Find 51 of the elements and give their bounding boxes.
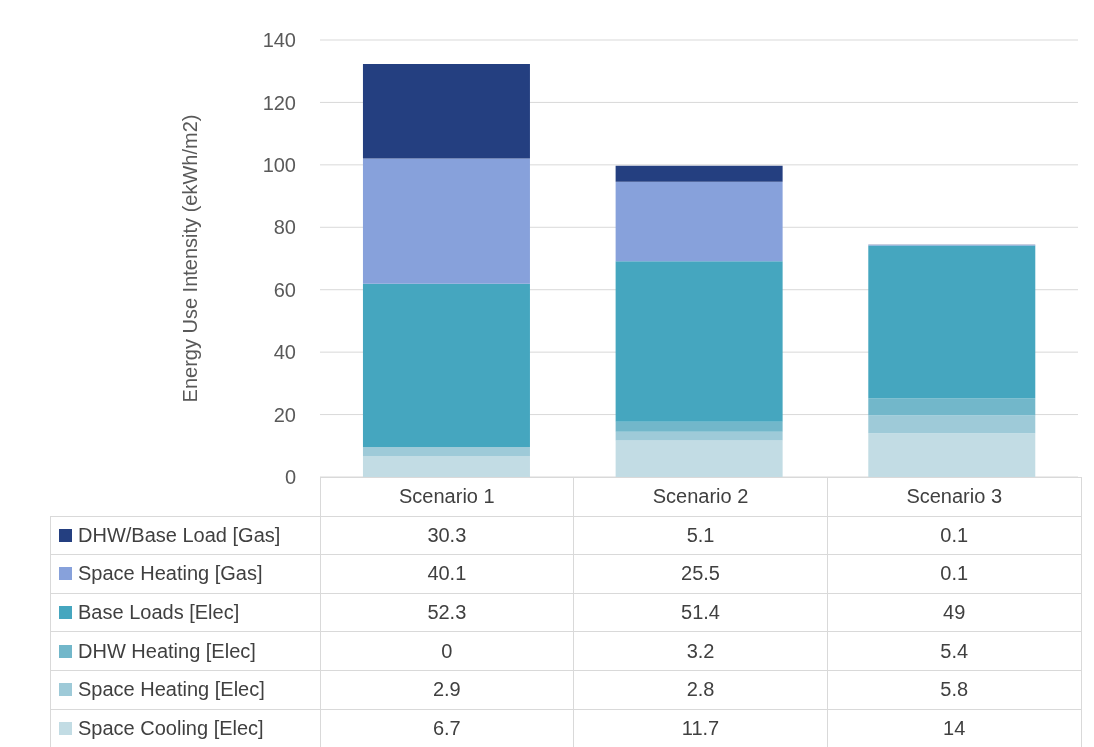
bar	[615, 181, 783, 262]
legend-label: Base Loads [Elec]	[50, 593, 320, 632]
bar	[615, 440, 783, 477]
data-label: 6.7	[320, 709, 574, 747]
y-tick-label: 0	[284, 466, 296, 489]
data-label: 40.1	[320, 554, 574, 594]
data-label: 3.2	[573, 631, 828, 671]
data-label: 5.8	[827, 670, 1082, 710]
bar	[868, 245, 1036, 399]
bar	[615, 431, 783, 441]
data-label: 0.1	[827, 516, 1082, 555]
data-label: 49	[827, 593, 1082, 632]
data-label: 0	[320, 631, 574, 671]
bar	[615, 421, 783, 432]
y-tick-label: 20	[273, 403, 296, 426]
bar	[615, 165, 783, 182]
data-label: 14	[827, 709, 1082, 747]
data-label: 11.7	[573, 709, 828, 747]
y-tick-label: 60	[273, 278, 296, 301]
bar	[868, 415, 1036, 434]
data-label: 2.9	[320, 670, 574, 710]
legend-label: Space Heating [Gas]	[50, 554, 320, 594]
x-tick-label: Scenario 1	[320, 477, 574, 517]
y-axis-title: Energy Use Intensity (ekWh/m2)	[179, 114, 202, 403]
data-label: 5.4	[827, 631, 1082, 671]
x-tick-label: Scenario 2	[573, 477, 828, 517]
bar	[362, 158, 530, 284]
bar	[868, 433, 1036, 477]
bar	[362, 283, 530, 448]
y-tick-label: 80	[273, 216, 296, 239]
bar	[362, 64, 530, 159]
y-tick-label: 100	[262, 153, 296, 176]
legend-label: Space Heating [Elec]	[50, 670, 320, 710]
data-label: 25.5	[573, 554, 828, 594]
y-tick-label: 40	[273, 341, 296, 364]
data-label: 2.8	[573, 670, 828, 710]
data-label: 52.3	[320, 593, 574, 632]
y-tick-label: 120	[262, 91, 296, 114]
data-label: 30.3	[320, 516, 574, 555]
legend-label: DHW/Base Load [Gas]	[50, 516, 320, 555]
data-label: 5.1	[573, 516, 828, 555]
x-tick-label: Scenario 3	[827, 477, 1082, 517]
legend-label: Space Cooling [Elec]	[50, 709, 320, 747]
legend-label: DHW Heating [Elec]	[50, 631, 320, 671]
bar	[362, 447, 530, 457]
bar	[868, 398, 1036, 416]
bar	[615, 261, 783, 422]
data-label: 51.4	[573, 593, 828, 632]
bar	[362, 456, 530, 477]
y-tick-label: 140	[262, 29, 296, 52]
data-label: 0.1	[827, 554, 1082, 594]
